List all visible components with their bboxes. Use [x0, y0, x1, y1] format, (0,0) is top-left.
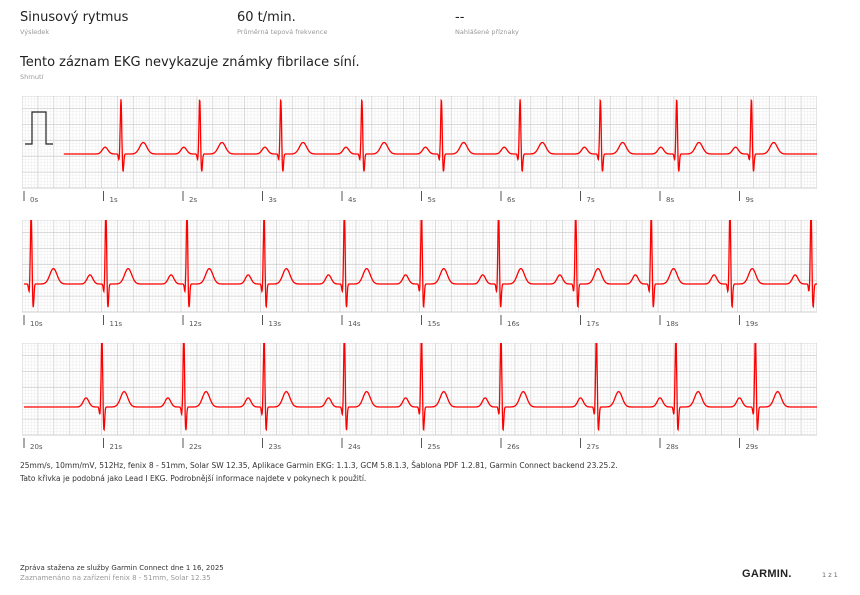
- time-tick-label: 4s: [348, 196, 356, 204]
- ecg-trace: [63, 98, 817, 173]
- calibration-pulse: [25, 111, 53, 145]
- time-tick-label: 15s: [428, 320, 441, 328]
- heart-rate-label: Průměrná tepová frekvence: [237, 28, 328, 36]
- result-label: Výsledek: [20, 28, 50, 36]
- symptoms-value: --: [455, 10, 465, 25]
- summary-block: Tento záznam EKG nevykazuje známky fibri…: [20, 55, 360, 81]
- time-tick-label: 11s: [110, 320, 123, 328]
- time-tick-label: 22s: [189, 443, 202, 451]
- strip-border: [22, 343, 817, 436]
- ecg-grid: [22, 220, 817, 313]
- time-tick-label: 3s: [269, 196, 277, 204]
- time-tick-label: 18s: [666, 320, 679, 328]
- symptoms-block: -- Nahlášené příznaky: [455, 10, 519, 36]
- time-tick-label: 6s: [507, 196, 515, 204]
- result-block: Sinusový rytmus Výsledek: [20, 10, 128, 36]
- summary-label: Shrnutí: [20, 73, 44, 81]
- time-tick-label: 0s: [30, 196, 38, 204]
- time-tick-label: 10s: [30, 320, 43, 328]
- ecg-trace: [23, 220, 817, 309]
- footer-downloaded: Zpráva stažena ze služby Garmin Connect …: [20, 564, 224, 572]
- time-tick-label: 26s: [507, 443, 520, 451]
- ecg-grid: [22, 96, 817, 189]
- time-tick-label: 20s: [30, 443, 43, 451]
- time-tick-label: 28s: [666, 443, 679, 451]
- time-tick-label: 24s: [348, 443, 361, 451]
- ecg-strip-2: 10s 11s 12s 13s 14s 15s 16s 17s 18s 19s: [22, 220, 817, 330]
- symptoms-label: Nahlášené příznaky: [455, 28, 519, 36]
- time-tick-label: 16s: [507, 320, 520, 328]
- time-tick-label: 9s: [746, 196, 754, 204]
- ecg-strip-3: 20s 21s 22s 23s 24s 25s 26s 27s 28s 29s: [22, 343, 817, 453]
- time-tick-label: 25s: [428, 443, 441, 451]
- time-tick-label: 12s: [189, 320, 202, 328]
- time-tick-label: 1s: [110, 196, 118, 204]
- heart-rate-block: 60 t/min. Průměrná tepová frekvence: [237, 10, 327, 36]
- time-tick-label: 19s: [746, 320, 759, 328]
- garmin-logo: GARMIN.: [742, 568, 792, 580]
- time-tick-label: 2s: [189, 196, 197, 204]
- footer-recorded: Zaznamenáno na zařízení fenix 8 - 51mm, …: [20, 574, 211, 582]
- footer: Zpráva stažena ze služby Garmin Connect …: [20, 564, 224, 582]
- result-value: Sinusový rytmus: [20, 10, 129, 25]
- time-tick-label: 23s: [269, 443, 282, 451]
- info-line-2: Tato křivka je podobná jako Lead I EKG. …: [20, 474, 367, 483]
- strip-border: [22, 220, 817, 313]
- time-tick-label: 14s: [348, 320, 361, 328]
- heart-rate-value: 60 t/min.: [237, 10, 296, 25]
- time-tick-label: 5s: [428, 196, 436, 204]
- time-tick-label: 17s: [587, 320, 600, 328]
- strip-border: [22, 96, 817, 189]
- ecg-trace: [24, 343, 817, 432]
- time-tick-label: 8s: [666, 196, 674, 204]
- time-tick-label: 29s: [746, 443, 759, 451]
- summary-value: Tento záznam EKG nevykazuje známky fibri…: [20, 55, 360, 70]
- ecg-grid: [22, 343, 817, 436]
- ecg-strip-1: 0s 1s 2s 3s 4s 5s 6s 7s 8s 9s: [22, 96, 817, 206]
- time-tick-label: 7s: [587, 196, 595, 204]
- time-tick-label: 13s: [269, 320, 282, 328]
- page-number: 1 z 1: [822, 571, 838, 579]
- time-tick-label: 27s: [587, 443, 600, 451]
- info-line-1: 25mm/s, 10mm/mV, 512Hz, fenix 8 - 51mm, …: [20, 461, 618, 470]
- recording-info: 25mm/s, 10mm/mV, 512Hz, fenix 8 - 51mm, …: [20, 459, 618, 485]
- time-tick-label: 21s: [110, 443, 123, 451]
